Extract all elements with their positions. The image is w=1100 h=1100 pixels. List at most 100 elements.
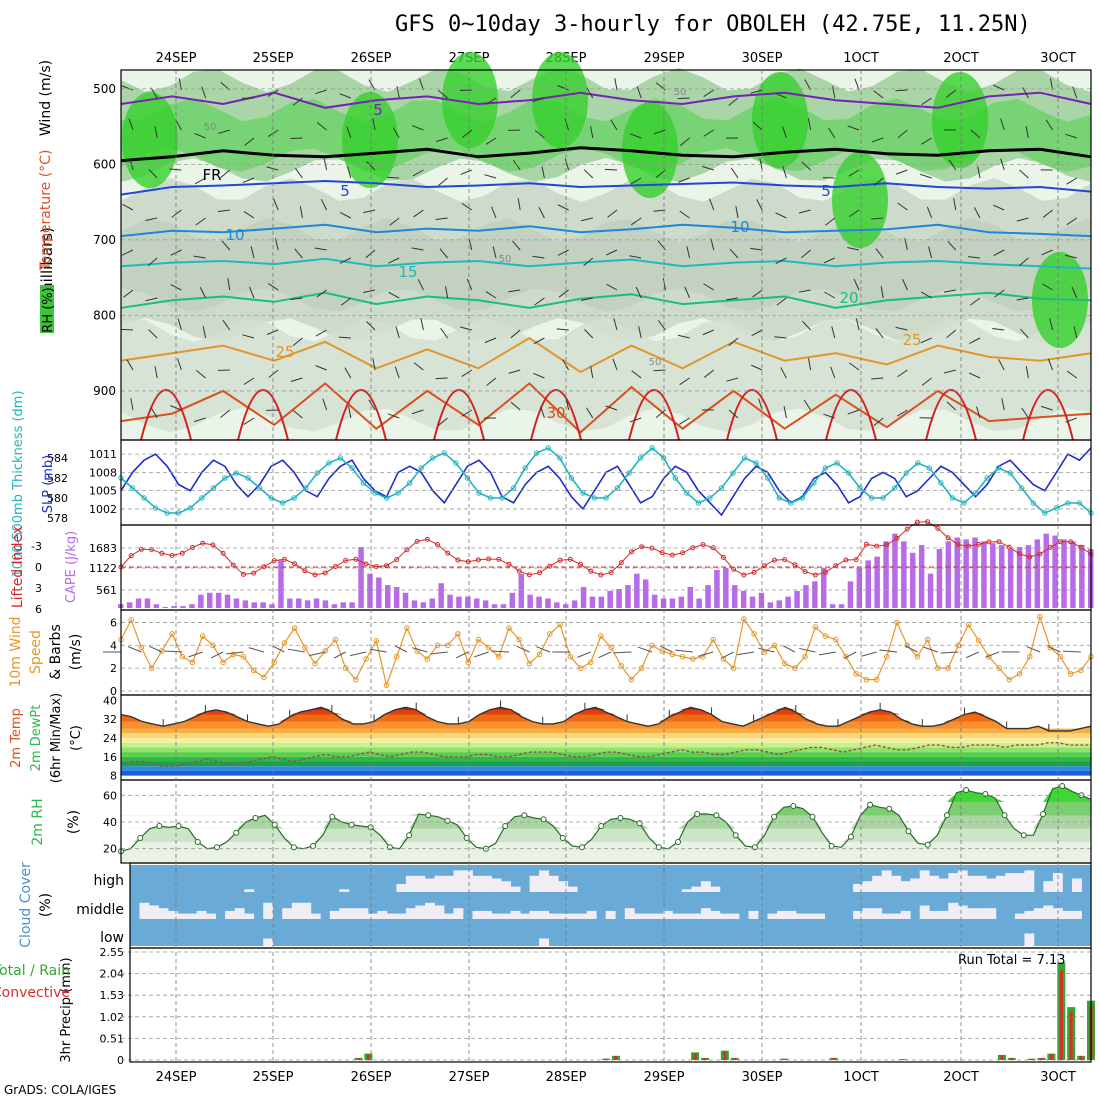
wind-barb [1066,370,1078,379]
date-tick-bottom: 1OCT [843,1070,879,1085]
cape-bar [545,598,551,608]
isotherm-hot-arc [530,389,582,441]
precip-legend-convective: Convective [0,985,70,1001]
wind-barb [177,318,182,331]
wind-barb [902,278,908,291]
wind-barb [468,238,473,251]
wind-barb [831,326,836,339]
cloud-cell [177,913,188,919]
precip-convective-bar [693,1053,697,1060]
cape-bar [233,598,240,608]
wind-tick-label: 2 [110,662,117,675]
wind-barb [590,126,594,139]
cape-bar [580,587,587,608]
panel-frame-precip [129,947,1092,1063]
cloud-cell [1043,881,1054,892]
wind-barb [299,206,303,219]
cloud-cell [1033,908,1044,919]
wind-barb [221,240,231,251]
cloud-cell [472,875,483,892]
date-tick-top: 2OCT [943,51,979,66]
cloud-row-background [130,919,1091,946]
wind-speed-marker [220,659,226,666]
temp-axis-label-1: 2m Temp [9,708,24,768]
thickness-marker [407,480,413,486]
date-tick-bottom: 2OCT [943,1070,979,1085]
cape-bar [322,600,329,608]
thickness-marker [741,455,748,461]
page-title: GFS 0~10day 3-hourly for OBOLEH (42.75E,… [395,12,1031,37]
wind-barb [438,177,448,187]
wind-barb [218,129,230,134]
thickness-marker [811,480,817,486]
lifted-index-marker [516,568,522,574]
lifted-index-marker [812,572,818,578]
cape-bar [402,592,409,608]
precip-convective-bar [703,1058,707,1060]
wind-barb [580,297,593,301]
lifted-index-marker [1017,551,1022,557]
wind-speed-marker [312,660,318,667]
surface-wind-barb [783,645,796,653]
cloud-cell [548,913,559,919]
wind-barb [1042,283,1053,291]
lifted-index-marker [578,561,583,567]
wind-barb [396,86,400,99]
isotherm-hot-arc [237,389,289,441]
thickness-marker [915,460,921,466]
cape-bar [278,560,284,608]
cloud-cell [567,886,578,892]
wind-barb [220,169,231,179]
wind-barb [774,336,787,339]
wind-speed-marker [516,636,523,643]
wind-speed-marker [567,653,574,660]
wind-barb [202,326,207,339]
rh-marker [406,832,413,839]
wind-barb [756,199,763,211]
wind-barb [610,119,618,131]
wind-speed-marker [741,616,747,622]
cloud-cell [301,902,312,919]
cape-axis-label: CAPE (J/kg) [64,531,79,603]
wind-barb [372,358,376,371]
cloud-cell [482,910,492,919]
cape-bar [678,596,685,608]
wind-barb [1021,407,1029,419]
wind-axis-label-4: (m/s) [68,634,84,671]
cape-bar [687,587,693,608]
cloud-row-label: middle [76,902,124,918]
cloud-cell [853,883,863,892]
wind-barb [630,177,642,185]
wind-barb [704,369,715,378]
lifted-index-line [120,521,1092,576]
cloud-cell [225,910,235,919]
wind-barb [126,359,134,371]
thickness-marker [557,455,563,461]
wind-barb [875,248,884,259]
surface-wind-barb [349,651,367,657]
cloud-cell [986,878,997,892]
cloud-cell [1014,913,1025,919]
cloud-cell [634,913,645,919]
thickness-marker [233,470,240,476]
wind-barb [177,358,182,371]
wind-barb [510,401,521,411]
wind-speed-marker [373,637,380,644]
wind-barb [436,137,448,143]
wind-barb [122,203,134,211]
cape-bar [643,579,649,608]
wind-barb [735,206,739,219]
wind-barb [147,257,158,267]
rh-axis-label-1: 2m RH [30,798,46,845]
cape-bar [856,568,863,608]
wind-barb [292,97,303,106]
wind-speed-marker [853,671,860,677]
rh-marker [809,813,816,820]
wind-barb [638,326,642,339]
wind-barb [921,377,932,386]
wind-barb [871,137,884,143]
cloud-cell [691,913,702,919]
surface-wind-barb [430,651,448,655]
wind-barb [394,366,400,379]
wind-speed-marker [189,659,196,666]
